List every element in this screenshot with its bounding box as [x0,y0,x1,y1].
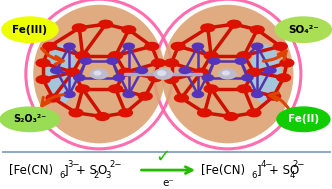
Circle shape [165,76,179,84]
Circle shape [119,68,132,76]
Circle shape [175,94,188,102]
Circle shape [227,20,241,28]
Circle shape [235,58,246,64]
Circle shape [252,43,263,50]
Circle shape [43,43,57,50]
Ellipse shape [0,106,60,132]
Circle shape [80,58,92,64]
Circle shape [119,109,132,117]
Text: ]: ] [64,164,68,177]
Text: Fe(III): Fe(III) [12,25,47,35]
Circle shape [171,43,185,50]
Circle shape [96,113,109,120]
Circle shape [69,109,83,117]
Circle shape [122,26,136,34]
Circle shape [46,94,60,102]
Circle shape [265,67,276,74]
Circle shape [204,52,218,59]
Circle shape [277,74,290,82]
Circle shape [109,85,123,93]
Circle shape [76,52,90,59]
Circle shape [91,69,108,79]
Circle shape [179,67,190,74]
Circle shape [107,58,118,64]
Ellipse shape [250,44,281,104]
Circle shape [201,24,215,32]
Text: SO₄²⁻: SO₄²⁻ [288,25,319,35]
Circle shape [36,59,50,67]
Circle shape [242,75,253,81]
Circle shape [250,26,264,34]
Text: O: O [98,164,107,177]
Circle shape [237,85,251,93]
Text: + S: + S [76,164,97,177]
Circle shape [151,59,165,67]
Circle shape [99,20,113,28]
Circle shape [252,91,263,98]
Circle shape [209,58,220,64]
Circle shape [198,109,211,117]
Text: [Fe(CN): [Fe(CN) [201,164,245,177]
Circle shape [204,85,218,93]
Circle shape [148,74,162,82]
Circle shape [138,92,152,100]
Circle shape [136,67,147,74]
Circle shape [94,71,101,75]
Ellipse shape [162,5,293,143]
Circle shape [247,68,261,76]
Circle shape [202,75,213,81]
Text: 6: 6 [252,171,257,180]
Circle shape [267,92,281,100]
Circle shape [64,43,75,50]
Circle shape [280,59,294,67]
Ellipse shape [1,16,59,43]
Circle shape [154,69,173,79]
Circle shape [237,52,251,59]
Circle shape [224,113,238,120]
Circle shape [219,69,236,79]
Text: ]: ] [257,164,261,177]
Circle shape [74,75,85,81]
Circle shape [72,24,86,32]
Text: 3−: 3− [68,160,80,169]
Circle shape [247,109,261,117]
Circle shape [273,43,287,50]
Circle shape [64,91,75,98]
Text: 2−: 2− [293,160,305,169]
Text: 4−: 4− [261,160,273,169]
Circle shape [66,68,80,76]
Circle shape [123,43,134,50]
Text: ✓: ✓ [155,148,170,166]
Circle shape [165,59,179,67]
Circle shape [51,67,62,74]
Ellipse shape [33,5,165,143]
Text: [Fe(CN): [Fe(CN) [9,164,53,177]
Circle shape [109,52,123,59]
Text: e⁻: e⁻ [162,178,174,188]
Text: 2: 2 [94,171,99,180]
Circle shape [158,71,166,75]
Circle shape [113,75,124,81]
Ellipse shape [275,16,332,43]
Ellipse shape [276,106,331,132]
Text: 6: 6 [59,171,64,180]
Circle shape [123,91,134,98]
Circle shape [192,91,204,98]
Circle shape [192,43,204,50]
Circle shape [223,71,229,75]
Circle shape [36,76,50,84]
Text: 2−: 2− [109,160,122,169]
Ellipse shape [45,44,77,104]
Text: 3: 3 [106,171,111,180]
Circle shape [76,85,90,93]
Circle shape [145,43,159,50]
Circle shape [194,68,208,76]
Text: 4: 4 [289,171,294,180]
Text: + SO: + SO [269,164,299,177]
Text: S₂O₃²⁻: S₂O₃²⁻ [13,114,46,124]
Text: Fe(II): Fe(II) [288,114,319,124]
